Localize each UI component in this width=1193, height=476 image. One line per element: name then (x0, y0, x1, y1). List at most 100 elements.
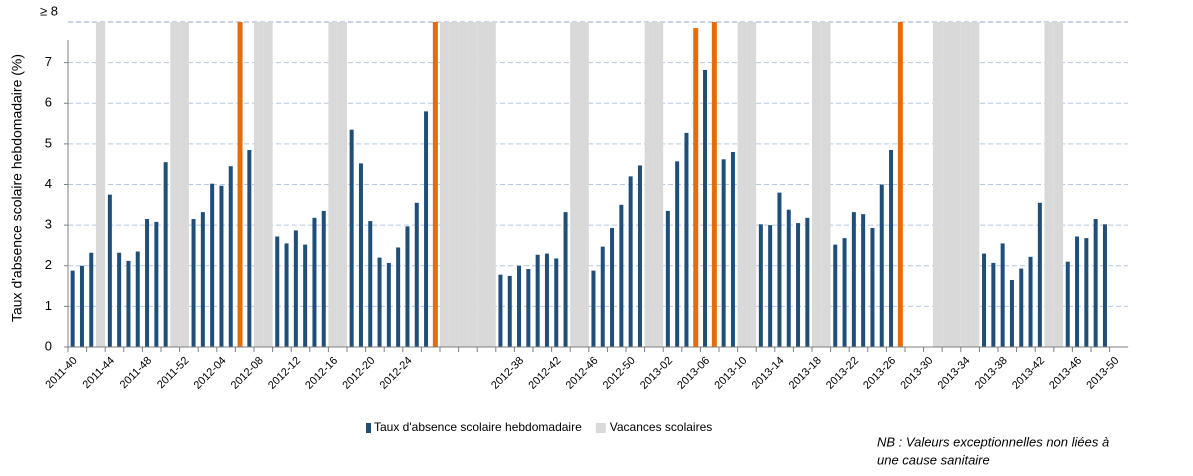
x-tick-label: 2013-26 (861, 355, 898, 392)
bar (684, 132, 689, 347)
bar (414, 202, 419, 347)
bar (517, 265, 522, 347)
bar (721, 159, 726, 347)
bar (247, 149, 252, 347)
annotation: une cause sanitaire (877, 452, 990, 467)
bar (897, 22, 903, 347)
x-tick-label: 2012-50 (601, 355, 638, 392)
bar (1037, 202, 1042, 347)
bar (1102, 224, 1107, 347)
x-tick-label: 2012-04 (192, 355, 229, 392)
bar (396, 247, 401, 347)
bar (424, 111, 429, 347)
x-tick-label: 2012-12 (266, 355, 303, 392)
bar (554, 258, 559, 347)
vacation-band (746, 22, 757, 347)
y-tick-label: 0 (45, 338, 52, 353)
bar (432, 22, 438, 347)
vacation-band (337, 22, 347, 347)
x-tick-label: 2012-38 (489, 355, 526, 392)
vacation-band (570, 22, 580, 347)
bar (535, 254, 540, 347)
x-tick-label: 2013-38 (973, 355, 1010, 392)
bar (126, 260, 131, 347)
vacation-band (821, 22, 831, 347)
y-tick-label: 2 (45, 257, 52, 272)
bar (768, 225, 773, 347)
bar (1009, 279, 1014, 347)
x-tick-label: 2013-22 (824, 355, 861, 392)
bar (1000, 243, 1005, 347)
x-tick-label: 2013-10 (712, 355, 749, 392)
x-tick-label: 2013-06 (675, 355, 712, 392)
y-tick-label: 5 (45, 135, 52, 150)
bar (200, 212, 205, 347)
bar (991, 262, 996, 347)
bar (526, 269, 531, 347)
bar (982, 253, 987, 347)
vacation-band (449, 22, 459, 347)
legend-label: Vacances scolaires (610, 420, 713, 434)
bar (1075, 236, 1080, 347)
x-tick-label: 2013-02 (638, 355, 675, 392)
bar (145, 219, 150, 347)
vacation-band (951, 22, 961, 347)
vacation-band (95, 22, 106, 347)
x-tick-label: 2012-46 (564, 355, 601, 392)
annotation: NB : Valeurs exceptionnelles non liées à (877, 434, 1109, 449)
bar (507, 275, 512, 347)
bar (711, 22, 717, 347)
y-tick-label: 3 (45, 217, 52, 232)
vacation-band (653, 22, 664, 347)
vacation-band (960, 22, 971, 347)
bars (70, 22, 1107, 347)
bar (79, 265, 84, 347)
x-tick-label: 2012-42 (526, 355, 563, 392)
vacation-band (932, 22, 943, 347)
bar (1065, 261, 1070, 347)
bar (730, 152, 735, 347)
x-tick-label: 2013-18 (787, 355, 824, 392)
bar (386, 262, 391, 347)
x-tick-label: 2012-08 (229, 355, 266, 392)
vacation-band (440, 22, 450, 347)
bar (777, 192, 782, 347)
bar (879, 184, 884, 347)
x-tick-label: 2013-50 (1084, 355, 1121, 392)
y-tick-label: 6 (45, 95, 52, 110)
bar (758, 224, 763, 347)
bar (889, 149, 894, 347)
plot-back (68, 21, 1129, 347)
bar (786, 209, 791, 347)
x-tick-label: 2012-16 (303, 355, 340, 392)
bar (833, 244, 838, 347)
bar (693, 28, 699, 347)
x-tick-label: 2011-44 (81, 355, 117, 391)
vacation-band (328, 22, 338, 347)
y-axis-title: Taux d'absence scolaire hebdomadaire (%) (9, 54, 25, 322)
vacation-band (486, 22, 496, 347)
bar (1019, 268, 1024, 347)
bar (1084, 238, 1089, 347)
bar (1028, 256, 1033, 347)
x-tick-label: 2013-42 (1010, 355, 1047, 392)
bar (117, 252, 122, 347)
vacation-band (467, 22, 478, 347)
legend-label: Taux d'absence scolaire hebdomadaire (374, 420, 582, 434)
bar (796, 223, 801, 347)
bar (591, 270, 596, 347)
bar (665, 210, 670, 347)
bar (321, 210, 326, 347)
bar (107, 194, 112, 347)
bar (544, 253, 549, 347)
bar (191, 219, 196, 347)
vacation-band (170, 22, 180, 347)
vacation-band (644, 22, 654, 347)
bar (805, 217, 810, 347)
x-tick-label: 2013-34 (936, 355, 973, 392)
y-tick-label: 4 (45, 176, 52, 191)
legend-swatch (366, 423, 371, 433)
bar (275, 236, 280, 347)
vacation-band (477, 22, 487, 347)
